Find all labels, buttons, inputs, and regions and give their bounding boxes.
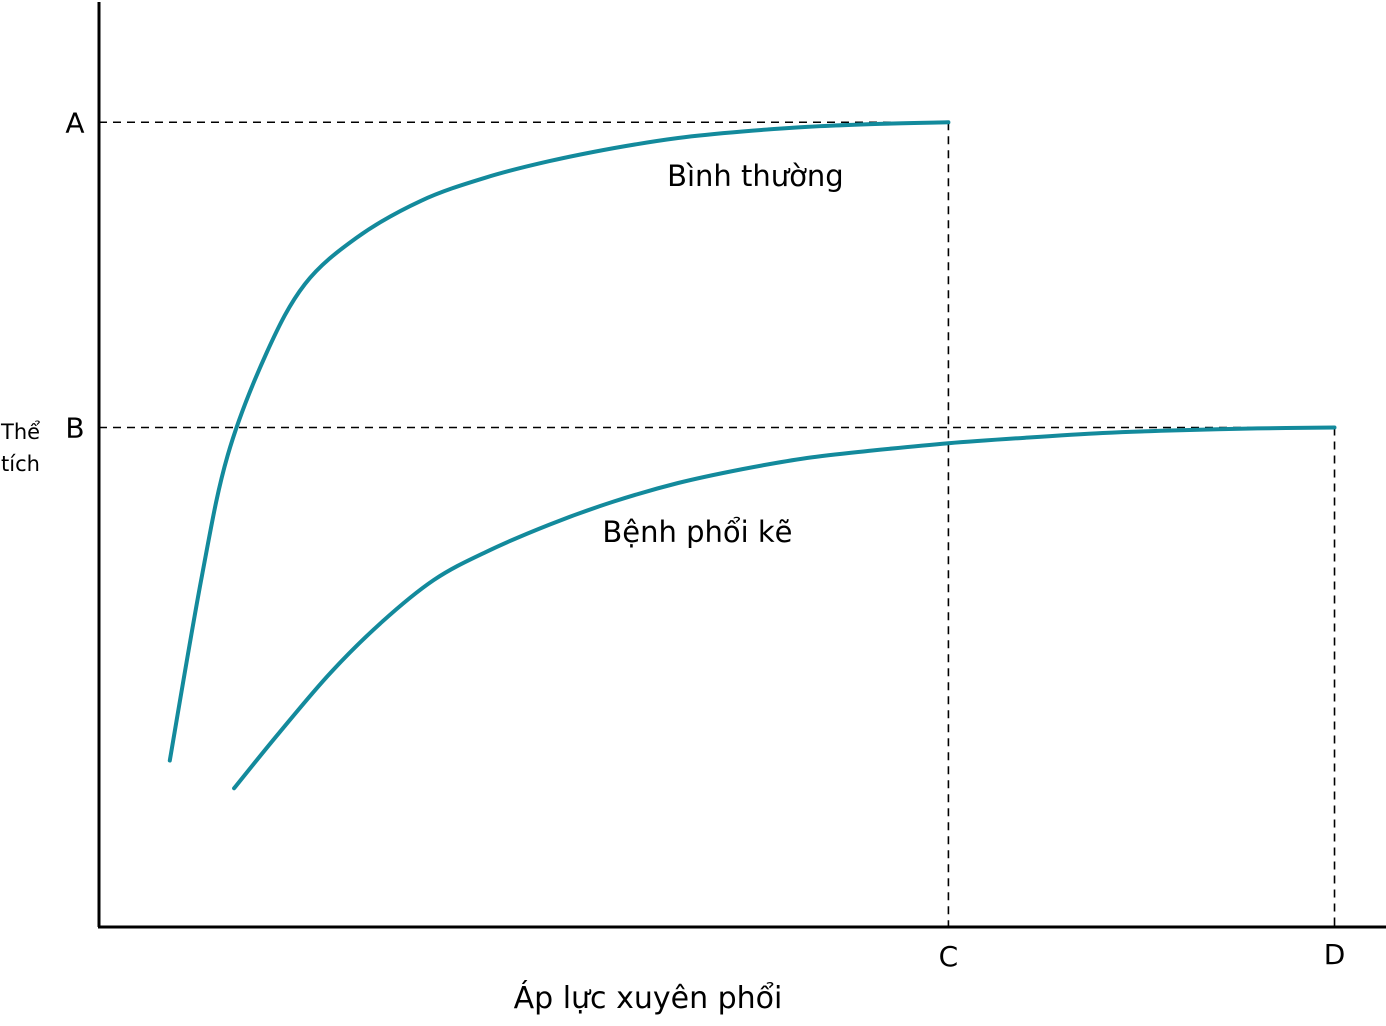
axes bbox=[97, 2, 1386, 929]
series-lines bbox=[167, 120, 1337, 791]
y-axis-title-line-2: tích bbox=[1, 452, 40, 476]
series-label-interstitial: Bệnh phổi kẽ bbox=[602, 515, 792, 549]
x-axis-title: Áp lực xuyên phổi bbox=[514, 980, 783, 1016]
y-axis-title-line-1: Thể bbox=[0, 420, 40, 444]
reference-lines bbox=[99, 121, 1336, 927]
series-labels: Bình thường Bệnh phổi kẽ bbox=[602, 159, 843, 549]
tick-labels: A B C D bbox=[65, 106, 1345, 973]
y-tick-label-b: B bbox=[65, 412, 84, 445]
x-tick-label-c: C bbox=[939, 940, 959, 973]
series-label-normal: Bình thường bbox=[667, 159, 844, 193]
axis-titles: Áp lực xuyên phổi Thể tích bbox=[0, 420, 782, 1016]
series-line-interstitial bbox=[232, 425, 1337, 791]
series-line-normal bbox=[167, 120, 951, 763]
x-tick-label-d: D bbox=[1324, 938, 1346, 971]
y-tick-label-a: A bbox=[65, 106, 84, 139]
